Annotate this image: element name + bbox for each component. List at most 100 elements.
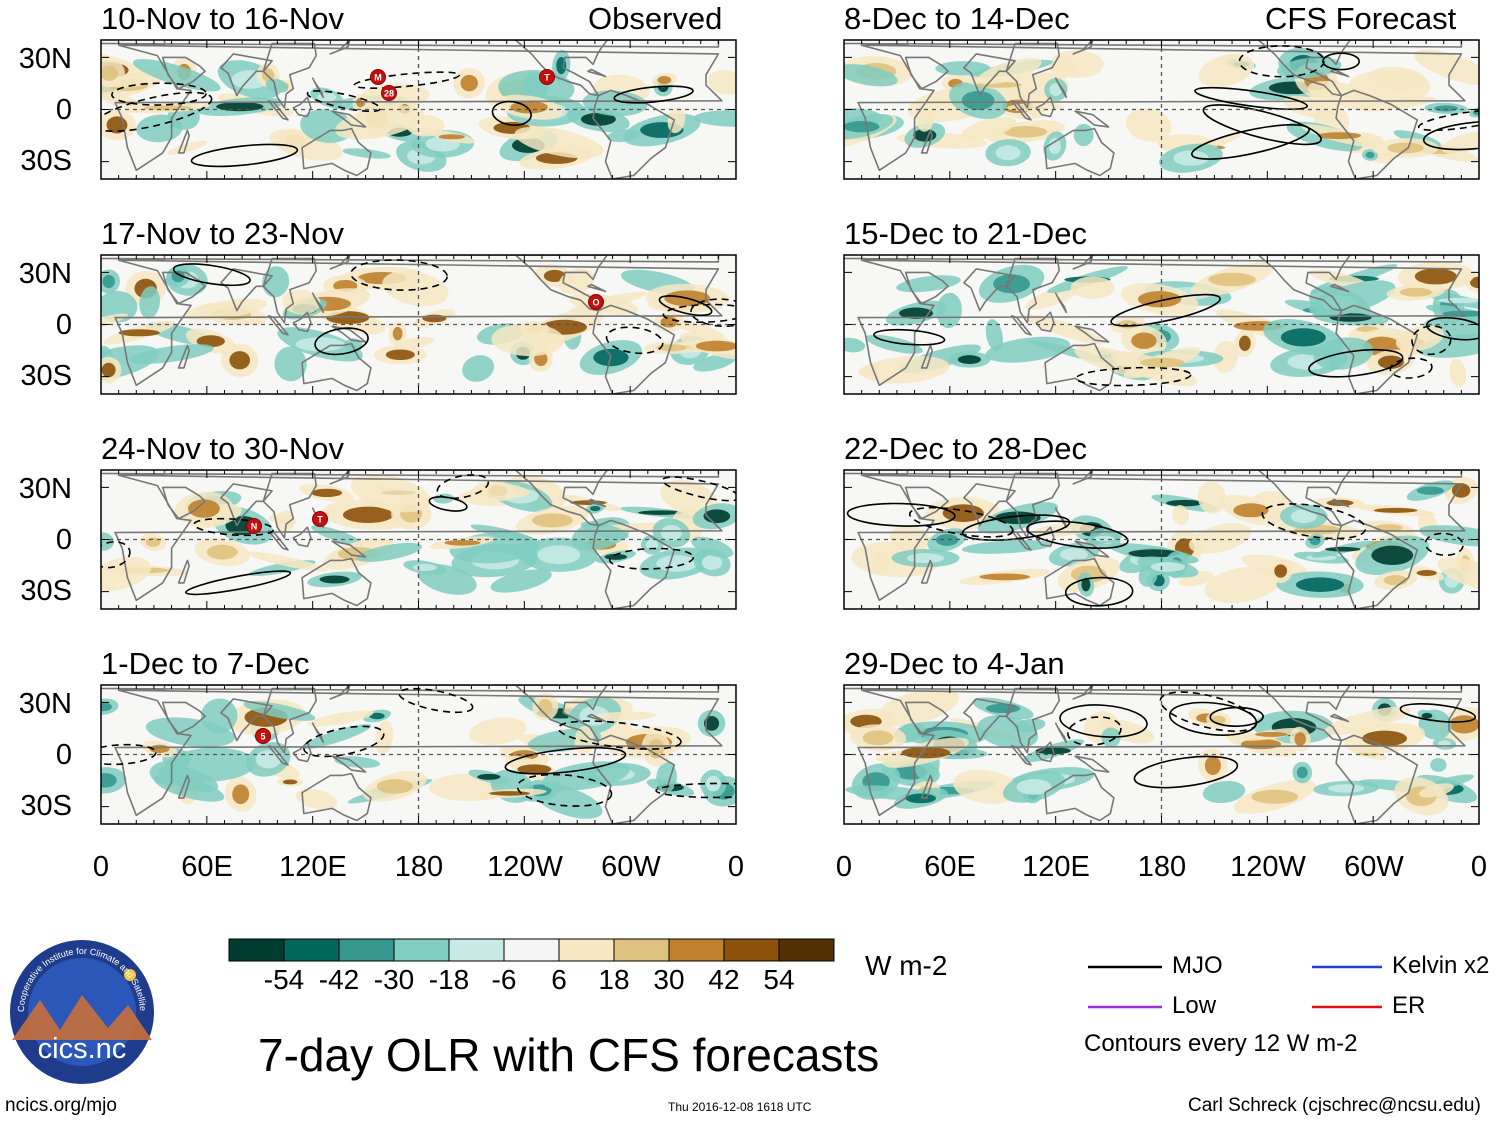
map-panel [843,254,1480,395]
map-panel [843,684,1480,825]
colorbar-swatch [338,938,395,962]
footer-url[interactable]: ncics.org/mjo [5,1095,117,1116]
mjo-contour [172,263,251,287]
legend-label-mjo: MJO [1172,952,1223,979]
colorbar-swatch [283,938,340,962]
lon-label: 0 [92,851,110,883]
mjo-contour [516,773,613,807]
coastline [329,470,351,485]
coastline [1010,744,1032,766]
mjo-contour [1133,755,1239,789]
colorbar-swatch [668,938,725,962]
coastline [1054,77,1068,99]
lat-label: 0 [55,524,72,556]
storm-marker: 5 [255,728,271,744]
storm-marker: M [370,69,386,85]
storm-label: N [251,522,258,532]
lat-label: 30S [20,790,72,822]
coastline [586,283,607,293]
coastline [177,129,190,154]
mjo-contour [661,476,736,502]
lat-label: 30S [20,575,72,607]
legend-note: Contours every 12 W m-2 [1084,1030,1358,1057]
lon-label: 180 [1137,851,1187,883]
lon-label: 0 [727,851,745,883]
colorbar-swatch [393,938,450,962]
coastline [101,470,720,478]
lon-label: 0 [835,851,853,883]
coastline [1054,507,1068,529]
lat-label: 30N [18,473,72,505]
mjo-contour [1110,293,1221,327]
mjo-contour [1426,316,1479,341]
cfs-forecast-label: CFS Forecast [1265,1,1457,36]
coastline [1257,685,1351,742]
coastline [1044,772,1115,822]
lat-label: 0 [55,94,72,126]
storm-marker: T [312,511,328,527]
coastline [267,100,289,121]
coastline [161,701,206,735]
mjo-contour [101,743,157,766]
panel-title: 1-Dec to 7-Dec [101,646,310,681]
coastline [1330,713,1350,723]
coastline [114,44,723,172]
coastline [963,483,1016,527]
lat-label: 0 [55,309,72,341]
panel-title: 15-Dec to 21-Dec [844,216,1087,251]
coastline [586,498,607,508]
coastline [1074,325,1110,343]
colorbar-tick: 18 [598,964,630,995]
coastline [1044,127,1115,177]
mjo-contour [1159,691,1258,732]
coastline [311,77,325,99]
coastline [1257,40,1351,97]
storm-label: O [592,298,599,308]
coastline [963,268,1016,312]
coastline [844,470,1463,478]
coastline [161,56,206,90]
coastline [920,344,934,369]
storm-marker: 28 [381,85,397,101]
mjo-contour [1026,520,1129,549]
coastline [114,689,723,817]
coastline [904,56,949,90]
storm-marker: O [588,294,604,310]
coastline [301,342,372,392]
coastline [963,53,1016,97]
coastline [1005,687,1060,754]
lon-label: 120E [1022,851,1090,883]
mjo-contour [185,570,292,596]
coastline [262,472,318,539]
mjo-contour [1308,348,1404,378]
coastline [220,698,273,742]
coastline [844,685,1463,693]
map-panel [100,254,737,395]
footer-timestamp: Thu 2016-12-08 1618 UTC [668,1100,812,1114]
coastline [920,129,934,154]
storm-marker: T [539,69,555,85]
coastline [311,292,325,314]
coastline [329,685,351,700]
coastline [329,255,351,270]
coastline [292,311,312,333]
coastline [963,698,1016,742]
lon-label: 120E [279,851,347,883]
coastline [220,483,273,527]
storm-label: T [317,515,323,525]
panel-title: 10-Nov to 16-Nov [101,1,344,36]
map-panel [843,469,1480,610]
map-panel [843,39,1480,180]
coastline [1072,470,1094,485]
map-panel [100,469,737,610]
coastline [857,44,1466,172]
mjo-contour [1322,52,1360,71]
coastline [267,314,289,336]
coastline [301,127,372,177]
colorbar-tick: -18 [428,964,470,995]
legend-label-kelvin: Kelvin x2 [1392,952,1490,979]
colorbar-swatch [723,938,780,962]
panel-title: 29-Dec to 4-Jan [844,646,1065,681]
coastline [1010,100,1032,121]
mjo-contour [1422,120,1479,151]
